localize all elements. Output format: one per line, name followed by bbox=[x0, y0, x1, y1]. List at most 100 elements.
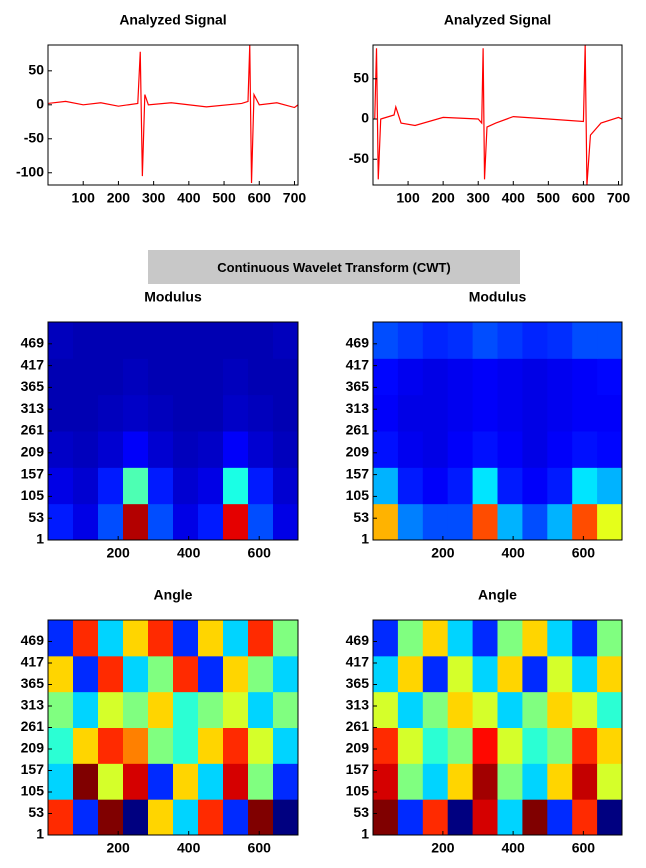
heatmap-cell bbox=[597, 620, 623, 657]
heatmap-cell bbox=[572, 358, 598, 396]
heatmap-cell bbox=[273, 503, 299, 541]
heatmap-cell bbox=[597, 655, 623, 693]
y-tick-label: 50 bbox=[28, 62, 44, 78]
heatmap-cell bbox=[472, 655, 498, 693]
heatmap-cell bbox=[522, 394, 548, 432]
heatmap-cell bbox=[373, 358, 399, 396]
heatmap-cell bbox=[597, 691, 623, 728]
heatmap-cell bbox=[48, 691, 74, 728]
y-tick-label: -50 bbox=[24, 129, 44, 145]
x-tick-label: 600 bbox=[572, 190, 596, 206]
heatmap-cell bbox=[98, 503, 124, 541]
heatmap-cell bbox=[547, 322, 573, 359]
heatmap-cell bbox=[198, 655, 224, 693]
heatmap-cell bbox=[248, 763, 274, 800]
y-tick-label: 417 bbox=[21, 356, 45, 372]
heatmap-cell bbox=[472, 358, 498, 396]
x-tick-label: 600 bbox=[572, 840, 596, 856]
x-tick-label: 600 bbox=[248, 545, 272, 561]
heatmap-cell bbox=[173, 467, 199, 505]
heatmap-cell bbox=[273, 655, 299, 693]
heatmap-cell bbox=[248, 727, 274, 764]
heatmap-cell bbox=[373, 620, 399, 657]
y-tick-label: 53 bbox=[353, 509, 369, 525]
heatmap-cell bbox=[397, 503, 424, 541]
x-tick-label: 600 bbox=[248, 190, 272, 206]
x-tick-label: 400 bbox=[501, 545, 525, 561]
heatmap-cell bbox=[198, 394, 224, 432]
y-tick-label: 365 bbox=[21, 675, 45, 691]
heatmap-cell bbox=[248, 358, 274, 396]
y-tick-label: 105 bbox=[346, 487, 370, 503]
chart-title: Analyzed Signal bbox=[119, 12, 226, 28]
x-tick-label: 200 bbox=[106, 545, 130, 561]
heatmap-cell bbox=[397, 394, 424, 432]
y-tick-label: 105 bbox=[346, 783, 370, 799]
signal-line bbox=[48, 45, 298, 183]
heatmap-cell bbox=[73, 620, 99, 657]
heatmap-cell bbox=[497, 620, 523, 657]
heatmap-cell bbox=[472, 322, 498, 359]
y-tick-label: 105 bbox=[21, 783, 45, 799]
y-tick-label: 50 bbox=[353, 69, 369, 85]
heatmap-cell bbox=[173, 691, 199, 728]
y-tick-label: 313 bbox=[21, 400, 45, 416]
heatmap-cell bbox=[248, 431, 274, 468]
heatmap-cell bbox=[422, 431, 449, 468]
heatmap-cell bbox=[547, 358, 573, 396]
heatmap-cell bbox=[173, 763, 199, 800]
heatmap-cell bbox=[472, 394, 498, 432]
x-tick-label: 100 bbox=[72, 190, 96, 206]
heatmap-cell bbox=[98, 727, 124, 764]
heatmap-cell bbox=[123, 799, 149, 836]
heatmap-cell bbox=[273, 431, 299, 468]
heatmap-cell bbox=[447, 503, 474, 541]
banner: Continuous Wavelet Transform (CWT) bbox=[148, 250, 520, 284]
heatmap-cell bbox=[522, 763, 548, 800]
y-tick-label: 313 bbox=[21, 697, 45, 713]
heatmap-cell bbox=[572, 655, 598, 693]
heatmap-cell bbox=[472, 799, 498, 836]
x-tick-label: 200 bbox=[431, 190, 455, 206]
heatmap-cell bbox=[173, 358, 199, 396]
heatmap-cell bbox=[223, 431, 249, 468]
y-tick-label: -100 bbox=[16, 163, 44, 179]
heatmap-cell bbox=[123, 620, 149, 657]
heatmap-cell bbox=[273, 799, 299, 836]
x-tick-label: 400 bbox=[501, 840, 525, 856]
y-tick-label: 53 bbox=[28, 509, 44, 525]
heatmap-cell bbox=[373, 799, 399, 836]
heatmap-cell bbox=[397, 620, 424, 657]
heatmap-cell bbox=[572, 727, 598, 764]
heatmap-cell bbox=[497, 322, 523, 359]
heatmap-cell bbox=[373, 655, 399, 693]
axes-box bbox=[372, 44, 623, 186]
chart-title: Angle bbox=[154, 587, 193, 603]
heatmap-cell bbox=[547, 763, 573, 800]
heatmap-cell bbox=[198, 322, 224, 359]
heatmap-cell bbox=[497, 727, 523, 764]
heatmap-cell bbox=[422, 322, 449, 359]
heatmap-cell bbox=[173, 322, 199, 359]
heatmap-cell bbox=[98, 799, 124, 836]
heatmap-cell bbox=[148, 799, 174, 836]
y-tick-label: 53 bbox=[28, 804, 44, 820]
heatmap-cell bbox=[248, 620, 274, 657]
heatmap-cell bbox=[173, 620, 199, 657]
y-tick-label: -50 bbox=[349, 150, 369, 166]
heatmap-cell bbox=[98, 691, 124, 728]
x-tick-label: 400 bbox=[177, 840, 201, 856]
x-tick-label: 400 bbox=[177, 545, 201, 561]
heatmap-cell bbox=[198, 691, 224, 728]
heatmap-cell bbox=[48, 655, 74, 693]
x-tick-label: 500 bbox=[212, 190, 236, 206]
x-tick-label: 400 bbox=[177, 190, 201, 206]
heatmap-cell bbox=[547, 799, 573, 836]
heatmap-cell bbox=[98, 620, 124, 657]
heatmap-cell bbox=[198, 503, 224, 541]
x-tick-label: 200 bbox=[431, 840, 455, 856]
heatmap-cell bbox=[572, 431, 598, 468]
heatmap-cell bbox=[173, 431, 199, 468]
heatmap-cell bbox=[198, 431, 224, 468]
heatmap-cell bbox=[273, 394, 299, 432]
